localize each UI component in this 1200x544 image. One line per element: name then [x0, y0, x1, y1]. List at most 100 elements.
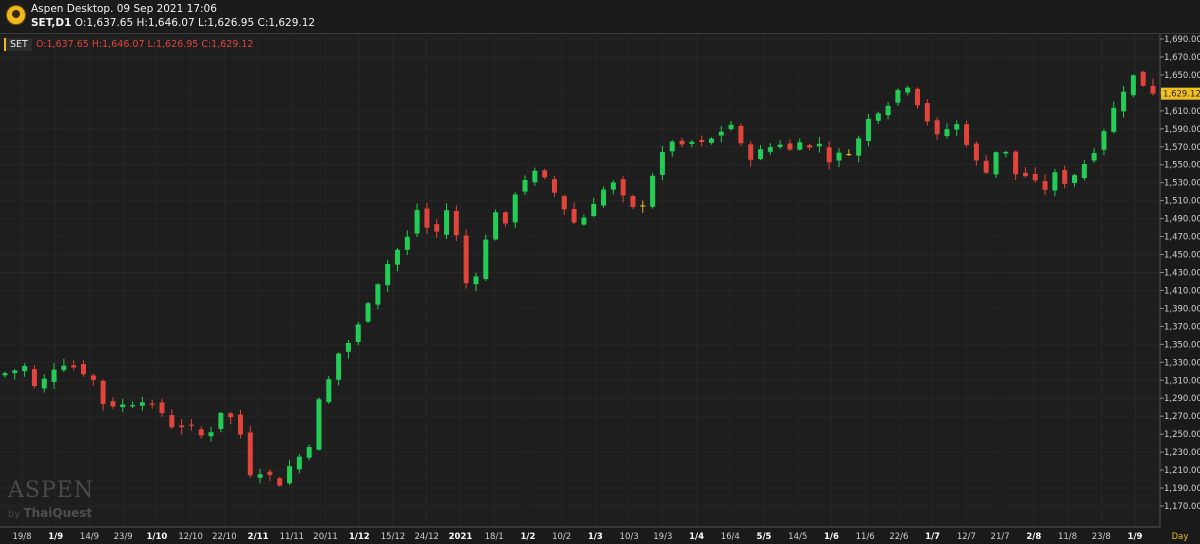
candle-body: [934, 120, 940, 135]
candle-body: [218, 412, 224, 429]
candle-body: [404, 236, 410, 250]
candle-body: [699, 140, 705, 143]
x-tick-label: 14/5: [788, 532, 807, 542]
y-tick-label: 1,450.00: [1164, 251, 1200, 261]
symbol-timeframe-label: SET,D1: [31, 17, 72, 29]
candle-body: [846, 153, 852, 156]
candle-body: [483, 239, 489, 280]
candle-body: [807, 145, 813, 148]
x-tick-label: 1/9: [48, 532, 63, 542]
candle-body: [1052, 172, 1058, 191]
candle-body: [296, 456, 302, 470]
candle-body: [924, 103, 930, 122]
candle-body: [277, 478, 283, 486]
price-axis-bg: [1160, 34, 1200, 544]
y-tick-label: 1,210.00: [1164, 466, 1200, 476]
y-tick-label: 1,230.00: [1164, 448, 1200, 458]
x-tick-label: 1/3: [588, 532, 603, 542]
x-tick-label: 19/8: [12, 532, 31, 542]
app-title: Aspen Desktop. 09 Sep 2021 17:06: [31, 3, 217, 15]
x-tick-label: 2/8: [1026, 532, 1041, 542]
candle-body: [551, 179, 557, 193]
candle-body: [1062, 170, 1068, 184]
candle-body: [542, 170, 548, 178]
candle-body: [689, 141, 695, 144]
candle-body: [453, 210, 459, 236]
candle-body: [826, 147, 832, 163]
candle-body: [954, 124, 960, 130]
candle-body: [287, 466, 293, 484]
x-tick-label: 23/8: [1092, 532, 1111, 542]
candle-body: [630, 196, 636, 207]
candle-body: [659, 151, 665, 175]
candle-body: [610, 182, 616, 190]
candlestick-chart[interactable]: 1,690.001,670.001,650.001,630.001,610.00…: [0, 34, 1200, 544]
y-tick-label: 1,590.00: [1164, 125, 1200, 135]
candle-body: [345, 342, 351, 352]
candle-body: [267, 471, 273, 475]
candle-body: [1032, 174, 1038, 181]
watermark-vendor: by ThaiQuest: [8, 506, 93, 520]
candle-body: [198, 429, 204, 436]
y-tick-label: 1,430.00: [1164, 269, 1200, 279]
symbol-badge[interactable]: SET: [4, 38, 32, 51]
candle-body: [502, 212, 508, 224]
x-tick-label: 15/12: [381, 532, 406, 542]
y-tick-label: 1,570.00: [1164, 143, 1200, 153]
candle-body: [1072, 175, 1078, 183]
candle-body: [993, 152, 999, 175]
legend-ohlc: O:1,637.65 H:1,646.07 L:1,626.95 C:1,629…: [36, 39, 254, 50]
candle-body: [856, 138, 862, 156]
x-tick-label: 10/2: [552, 532, 571, 542]
candle-body: [836, 152, 842, 161]
candle-body: [816, 143, 822, 147]
candle-body: [1013, 151, 1019, 175]
y-tick-label: 1,390.00: [1164, 304, 1200, 314]
candle-body: [758, 149, 764, 159]
y-tick-label: 1,550.00: [1164, 161, 1200, 171]
x-tick-label: 1/4: [689, 532, 704, 542]
x-tick-label: 19/3: [653, 532, 672, 542]
title-bar: Aspen Desktop. 09 Sep 2021 17:06 SET,D1 …: [0, 0, 1200, 34]
candle-body: [80, 364, 86, 375]
y-tick-label: 1,350.00: [1164, 340, 1200, 350]
candle-body: [336, 353, 342, 380]
y-tick-label: 1,250.00: [1164, 430, 1200, 440]
candle-body: [493, 212, 499, 240]
candle-body: [228, 413, 234, 418]
x-tick-label: 22/10: [212, 532, 237, 542]
candle-body: [669, 141, 675, 152]
candle-body: [532, 170, 538, 183]
candle-body: [944, 129, 950, 137]
candle-body: [12, 370, 18, 374]
candle-body: [355, 324, 361, 342]
candle-body: [1111, 107, 1117, 132]
candle-body: [159, 402, 165, 414]
candle-body: [237, 414, 243, 435]
candle-body: [31, 369, 37, 387]
y-tick-label: 1,670.00: [1164, 53, 1200, 63]
candle-body: [973, 143, 979, 161]
candle-body: [1022, 172, 1028, 177]
candle-body: [208, 432, 214, 437]
candle-body: [394, 249, 400, 265]
candle-body: [424, 208, 430, 228]
x-tick-label: 5/5: [757, 532, 772, 542]
time-axis-bg: [0, 527, 1200, 544]
candle-body: [444, 210, 450, 235]
candle-body: [110, 401, 116, 407]
candle-body: [71, 365, 77, 368]
y-tick-label: 1,490.00: [1164, 215, 1200, 225]
candle-body: [375, 284, 381, 305]
y-tick-label: 1,270.00: [1164, 412, 1200, 422]
x-tick-label: 1/2: [520, 532, 535, 542]
candle-body: [885, 105, 891, 116]
candle-body: [149, 403, 155, 405]
candle-body: [257, 474, 263, 478]
candle-body: [895, 89, 901, 103]
y-tick-label: 1,170.00: [1164, 502, 1200, 512]
x-tick-label: 23/9: [114, 532, 133, 542]
candle-body: [130, 405, 136, 407]
candle-body: [414, 210, 420, 234]
candle-body: [738, 125, 744, 144]
